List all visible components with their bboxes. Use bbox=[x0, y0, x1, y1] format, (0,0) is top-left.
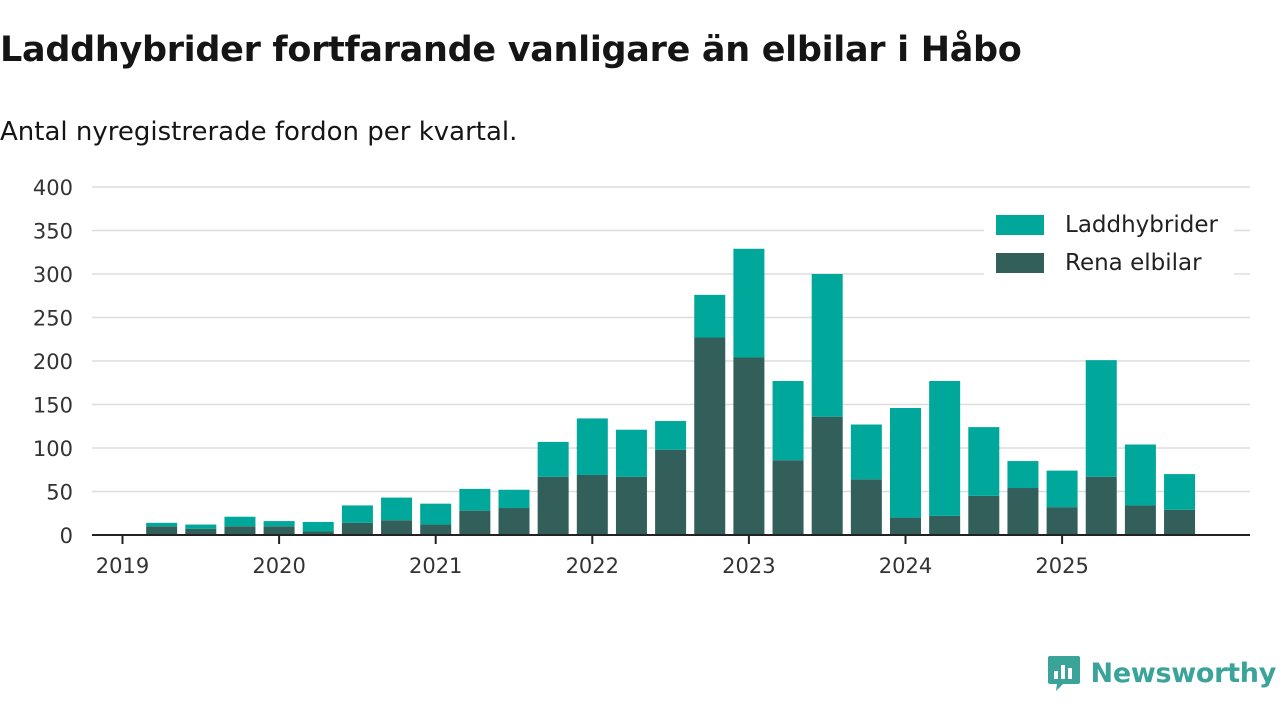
bar-laddhybrider-16 bbox=[772, 381, 804, 461]
y-tick-label-150: 150 bbox=[33, 394, 73, 418]
x-tick-label-2021: 2021 bbox=[409, 554, 462, 578]
bar-laddhybrider-25 bbox=[1124, 444, 1156, 506]
y-tick-label-0: 0 bbox=[60, 524, 73, 548]
bar-laddhybrider-21 bbox=[968, 427, 1000, 496]
y-tick-label-350: 350 bbox=[33, 220, 73, 244]
y-tick-label-300: 300 bbox=[33, 263, 73, 287]
bar-rena-elbilar-9 bbox=[498, 508, 530, 535]
axis-layer: 0 50 100 150 200 250 300 350 400 2019 2020 2021 2022… bbox=[33, 176, 1250, 578]
bar-laddhybrider-6 bbox=[381, 497, 413, 521]
bar-laddhybrider-18 bbox=[850, 424, 882, 480]
bar-rena-elbilar-20 bbox=[929, 515, 961, 535]
bar-rena-elbilar-18 bbox=[850, 479, 882, 535]
bar-rena-elbilar-21 bbox=[968, 495, 1000, 535]
bar-laddhybrider-1 bbox=[185, 524, 217, 529]
chart-title: Laddhybrider fortfarande vanligare än el… bbox=[0, 30, 1022, 70]
stacked-bar-chart: 0 50 100 150 200 250 300 350 400 2019 2020 2021 2022… bbox=[33, 176, 1250, 578]
y-tick-label-200: 200 bbox=[33, 350, 73, 374]
bar-rena-elbilar-6 bbox=[381, 520, 413, 535]
legend-label-rena-elbilar: Rena elbilar bbox=[1065, 250, 1202, 276]
bar-laddhybrider-2 bbox=[224, 516, 256, 527]
x-tick-label-2024: 2024 bbox=[879, 554, 932, 578]
bar-laddhybrider-14 bbox=[694, 294, 726, 338]
x-tick-label-2025: 2025 bbox=[1035, 554, 1088, 578]
bar-laddhybrider-7 bbox=[420, 503, 452, 525]
chart-subtitle: Antal nyregistrerade fordon per kvartal. bbox=[0, 117, 518, 147]
bar-laddhybrider-22 bbox=[1007, 461, 1039, 489]
legend-label-laddhybrider: Laddhybrider bbox=[1065, 212, 1218, 238]
bar-laddhybrider-12 bbox=[615, 429, 647, 477]
legend-swatch-rena-elbilar bbox=[996, 253, 1044, 273]
bar-rena-elbilar-7 bbox=[420, 524, 452, 535]
bar-rena-elbilar-19 bbox=[890, 517, 921, 535]
y-tick-label-50: 50 bbox=[46, 481, 73, 505]
bar-rena-elbilar-15 bbox=[733, 357, 765, 535]
y-tick-label-400: 400 bbox=[33, 176, 73, 200]
bar-laddhybrider-9 bbox=[498, 489, 530, 509]
x-tick-label-2023: 2023 bbox=[722, 554, 775, 578]
bar-rena-elbilar-0 bbox=[146, 526, 178, 535]
bar-rena-elbilar-26 bbox=[1164, 509, 1196, 535]
bar-laddhybrider-20 bbox=[929, 381, 961, 516]
bar-laddhybrider-26 bbox=[1164, 474, 1196, 510]
x-tick-label-2020: 2020 bbox=[252, 554, 305, 578]
bar-laddhybrider-19 bbox=[890, 407, 921, 518]
bar-rena-elbilar-11 bbox=[576, 474, 608, 535]
bar-rena-elbilar-8 bbox=[459, 510, 491, 535]
bar-laddhybrider-0 bbox=[146, 522, 178, 527]
bar-rena-elbilar-10 bbox=[537, 476, 569, 535]
bar-rena-elbilar-16 bbox=[772, 460, 804, 535]
bar-laddhybrider-13 bbox=[655, 421, 687, 450]
grid-layer bbox=[92, 186, 1250, 493]
bar-rena-elbilar-13 bbox=[655, 449, 687, 535]
bar-rena-elbilar-24 bbox=[1085, 476, 1117, 535]
bar-rena-elbilar-4 bbox=[302, 531, 334, 535]
bar-laddhybrider-8 bbox=[459, 488, 491, 511]
bars-layer bbox=[146, 248, 1196, 535]
bar-rena-elbilar-17 bbox=[811, 416, 843, 535]
bar-laddhybrider-24 bbox=[1085, 360, 1117, 477]
bar-laddhybrider-3 bbox=[263, 521, 295, 527]
bar-rena-elbilar-5 bbox=[341, 522, 373, 535]
y-tick-label-100: 100 bbox=[33, 437, 73, 461]
bar-laddhybrider-10 bbox=[537, 441, 569, 477]
bar-laddhybrider-4 bbox=[302, 521, 334, 532]
bar-rena-elbilar-1 bbox=[185, 528, 217, 535]
bar-laddhybrider-5 bbox=[341, 505, 373, 523]
legend-swatch-laddhybrider bbox=[996, 215, 1044, 235]
bar-rena-elbilar-25 bbox=[1124, 505, 1156, 535]
brand-name: Newsworthy bbox=[1090, 657, 1277, 689]
y-tick-label-250: 250 bbox=[33, 307, 73, 331]
bar-rena-elbilar-23 bbox=[1046, 507, 1078, 535]
bar-rena-elbilar-3 bbox=[263, 526, 295, 535]
bar-rena-elbilar-22 bbox=[1007, 488, 1039, 535]
newsworthy-logo-icon bbox=[1047, 656, 1080, 691]
bar-laddhybrider-17 bbox=[811, 274, 843, 417]
brand-logo: Newsworthy bbox=[1047, 654, 1276, 692]
x-tick-label-2019: 2019 bbox=[96, 554, 149, 578]
x-tick-label-2022: 2022 bbox=[566, 554, 619, 578]
bar-rena-elbilar-14 bbox=[694, 337, 726, 535]
bar-laddhybrider-11 bbox=[576, 418, 608, 475]
legend: Laddhybrider Rena elbilar bbox=[984, 204, 1234, 280]
bar-laddhybrider-15 bbox=[733, 248, 765, 358]
bar-rena-elbilar-2 bbox=[224, 526, 256, 535]
bar-rena-elbilar-12 bbox=[615, 476, 647, 535]
bar-laddhybrider-23 bbox=[1046, 470, 1078, 508]
